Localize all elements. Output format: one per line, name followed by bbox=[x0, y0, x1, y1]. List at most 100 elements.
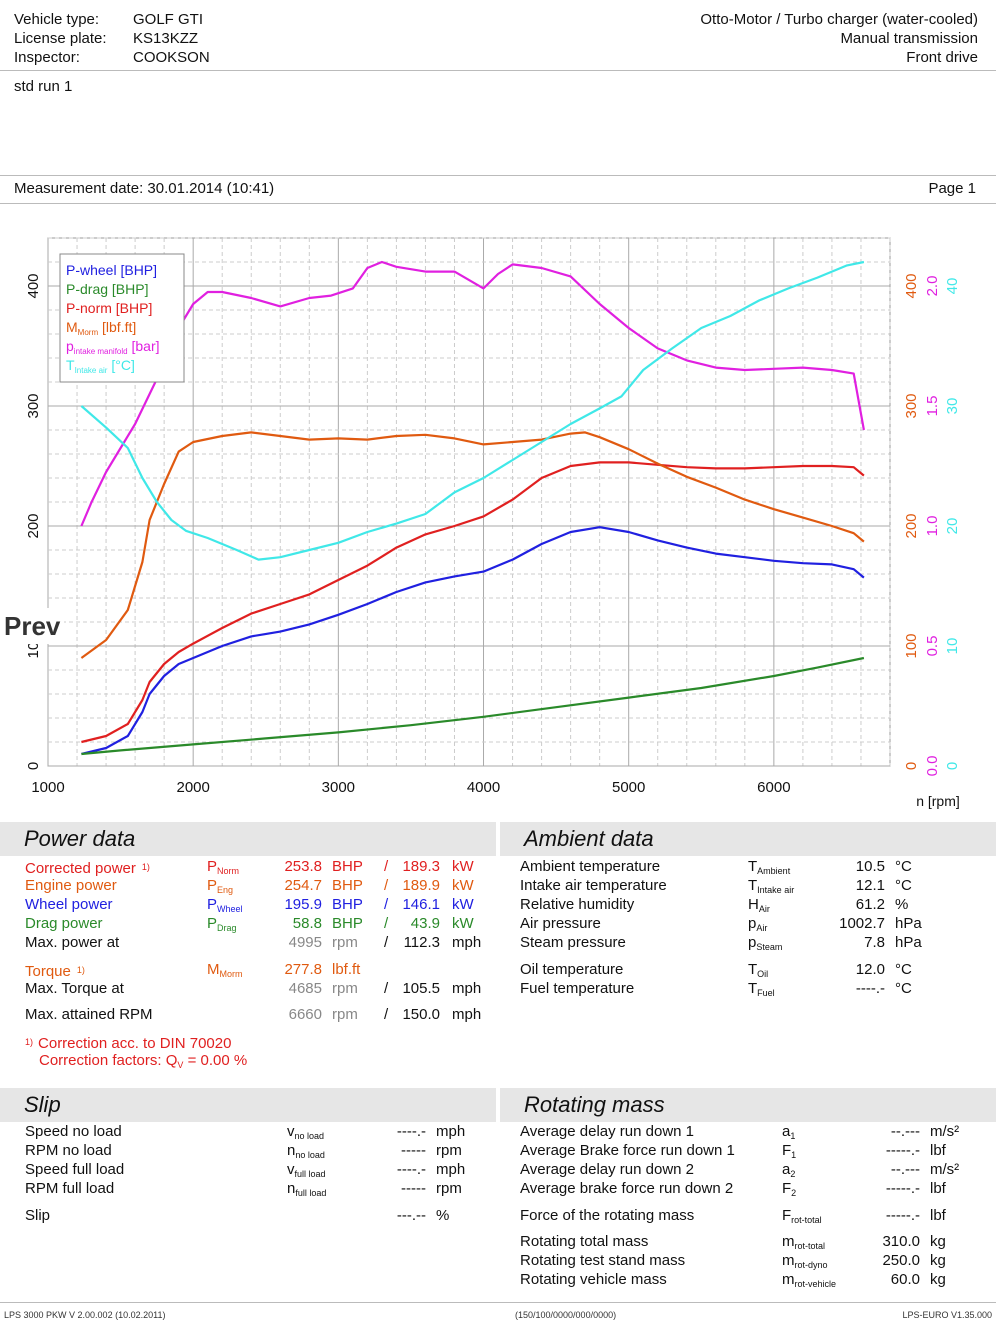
ambient-row-label: Air pressure bbox=[520, 915, 601, 932]
power-row-separator: / bbox=[384, 896, 389, 913]
rotating-row-symbol: Frot-total bbox=[782, 1207, 822, 1225]
slip-row-value: ----- bbox=[401, 1142, 426, 1159]
series-line-pwheel bbox=[81, 526, 865, 756]
power-data-title: Power data bbox=[0, 822, 496, 856]
y-tick-left: 400 bbox=[25, 273, 42, 298]
ambient-row-value: ----.- bbox=[855, 980, 885, 997]
power-row-value2: 105.5 bbox=[402, 980, 440, 997]
rotating-row-label: Force of the rotating mass bbox=[520, 1207, 695, 1224]
legend-entry: P-wheel [BHP] bbox=[66, 262, 157, 278]
ambient-row-value: 61.2 bbox=[855, 896, 885, 913]
power-row-symbol: PEng bbox=[207, 877, 234, 895]
rotating-row-symbol: F1 bbox=[782, 1142, 797, 1160]
rotating-row-label: Average brake force run down 2 bbox=[520, 1180, 734, 1197]
y-tick-pressure: 1.0 bbox=[924, 516, 941, 537]
rotating-row-label: Average delay run down 1 bbox=[520, 1123, 695, 1140]
power-row-symbol: PNorm bbox=[207, 858, 240, 876]
power-row-unit2: kW bbox=[452, 877, 474, 894]
power-row-value1: 277.8 bbox=[284, 961, 322, 978]
slip-row-label: Speed full load bbox=[25, 1161, 125, 1178]
rotating-row-unit: lbf bbox=[930, 1180, 946, 1197]
power-row-label: Max. Torque at bbox=[25, 980, 124, 997]
x-tick-label: 5000 bbox=[612, 779, 645, 796]
y-tick-pressure: 0.0 bbox=[924, 756, 941, 777]
power-row-unit1: BHP bbox=[332, 877, 363, 894]
prev-overlay-label[interactable]: Prev bbox=[0, 608, 65, 644]
vehicle-type: GOLF GTI bbox=[133, 11, 204, 28]
legend-entry: P-drag [BHP] bbox=[66, 281, 148, 297]
x-tick-label: 2000 bbox=[176, 779, 209, 796]
legend-entry: P-norm [BHP] bbox=[66, 300, 152, 316]
power-row-unit2: mph bbox=[452, 934, 482, 951]
rotating-row-value: --.--- bbox=[890, 1161, 920, 1178]
legend-entry: MMorm [lbf.ft] bbox=[66, 319, 136, 337]
y-tick-pressure: 2.0 bbox=[924, 276, 941, 297]
legend-box bbox=[59, 253, 185, 383]
y-tick-temp: 30 bbox=[944, 398, 961, 415]
ambient-row-label: Steam pressure bbox=[520, 934, 626, 951]
power-row-separator: / bbox=[384, 934, 389, 951]
report-header: Vehicle type: GOLF GTI License plate: KS… bbox=[0, 0, 996, 71]
rotating-row-unit: lbf bbox=[930, 1142, 946, 1159]
series-line-pdrag bbox=[81, 656, 865, 756]
ambient-row-value: 1002.7 bbox=[839, 915, 885, 932]
rotating-row-value: --.--- bbox=[890, 1123, 920, 1140]
rotating-row-value: -----.- bbox=[885, 1142, 920, 1159]
dyno-chart: 1000 2000 3000 4000 5000 6000 n [rpm] 0 100 200 30… bbox=[0, 204, 1000, 820]
rotating-mass-title: Rotating mass bbox=[500, 1088, 996, 1122]
power-row-value2: 146.1 bbox=[402, 896, 440, 913]
power-row-value2: 189.9 bbox=[402, 877, 440, 894]
power-row-symbol: PDrag bbox=[207, 915, 237, 933]
x-axis-label: n [rpm] bbox=[916, 793, 960, 809]
power-row-value1: 253.8 bbox=[284, 858, 322, 875]
ambient-row-unit: °C bbox=[895, 980, 912, 997]
ambient-row-unit: hPa bbox=[895, 934, 922, 951]
run-notes: std run 1 bbox=[14, 78, 73, 95]
rotating-row-unit: m/s² bbox=[930, 1123, 960, 1140]
slip-row-symbol: vno load bbox=[287, 1123, 325, 1141]
power-row-unit2: mph bbox=[452, 1006, 482, 1023]
power-row-label: Corrected power 1) bbox=[25, 860, 150, 877]
ambient-row-value: 10.5 bbox=[855, 858, 885, 875]
slip-row-label: RPM full load bbox=[25, 1180, 115, 1197]
x-tick-label: 1000 bbox=[31, 779, 64, 796]
y-tick-pressure: 0.5 bbox=[924, 636, 941, 657]
power-row-unit1: rpm bbox=[332, 980, 358, 997]
ambient-data-title: Ambient data bbox=[500, 822, 996, 856]
power-row-label: Max. attained RPM bbox=[25, 1006, 153, 1023]
slip-title: Slip bbox=[0, 1088, 496, 1122]
page-number: Page 1 bbox=[928, 180, 976, 197]
ambient-row-unit: °C bbox=[895, 858, 912, 875]
power-row-separator: / bbox=[384, 877, 389, 894]
rotating-row-label: Average Brake force run down 1 bbox=[520, 1142, 735, 1159]
power-row-separator: / bbox=[384, 1006, 389, 1023]
correction-factors: Correction factors: QV = 0.00 % bbox=[39, 1052, 248, 1070]
power-row-unit1: BHP bbox=[332, 896, 363, 913]
slip-row-unit: rpm bbox=[436, 1180, 462, 1197]
rotating-row-value: -----.- bbox=[885, 1207, 920, 1224]
power-row-separator: / bbox=[384, 858, 389, 875]
footer-left: LPS 3000 PKW V 2.00.002 (10.02.2011) bbox=[4, 1310, 166, 1320]
y-tick-left: 300 bbox=[25, 393, 42, 418]
ambient-row-symbol: pSteam bbox=[748, 934, 783, 952]
ambient-row-symbol: pAir bbox=[748, 915, 768, 933]
series-line-m bbox=[80, 431, 865, 659]
rotating-row-label: Rotating vehicle mass bbox=[520, 1271, 667, 1288]
y-tick-left: 0 bbox=[25, 762, 42, 770]
power-row-label: Engine power bbox=[25, 877, 117, 894]
power-row-label: Torque 1) bbox=[25, 963, 85, 980]
correction-footnote: 1) Correction acc. to DIN 70020 bbox=[25, 1035, 232, 1052]
legend-entry: pintake manifold [bar] bbox=[66, 338, 160, 356]
y-tick-left: 200 bbox=[25, 513, 42, 538]
slip-row-symbol: nno load bbox=[287, 1142, 325, 1160]
license-label: License plate: bbox=[14, 30, 107, 47]
y-tick-temp: 20 bbox=[944, 518, 961, 535]
power-row-value1: 58.8 bbox=[292, 915, 322, 932]
power-row-unit2: kW bbox=[452, 915, 474, 932]
rotating-row-symbol: F2 bbox=[782, 1180, 797, 1198]
power-row-value2: 189.3 bbox=[402, 858, 440, 875]
y-tick-temp: 10 bbox=[944, 638, 961, 655]
slip-row-symbol: nfull load bbox=[287, 1180, 327, 1198]
y-tick-torque: 300 bbox=[903, 393, 920, 418]
power-row-unit2: kW bbox=[452, 858, 474, 875]
